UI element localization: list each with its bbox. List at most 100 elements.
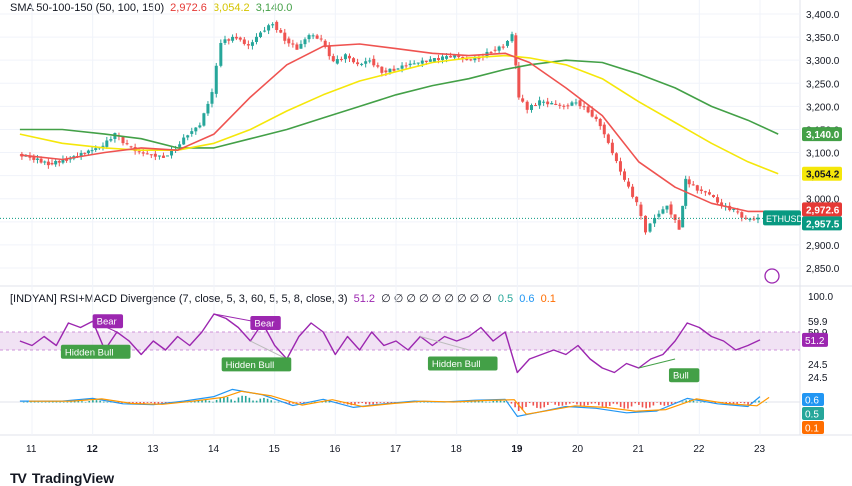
macd-histogram-bar	[503, 400, 505, 403]
candle-body	[408, 63, 412, 66]
divergence-line	[420, 336, 469, 351]
macd-histogram-bar	[550, 402, 553, 403]
macd-histogram-bar	[765, 402, 768, 403]
price-tick-label: 3,250.0	[806, 79, 840, 90]
candle-body	[178, 144, 182, 147]
candle-body	[83, 152, 87, 154]
candle-body	[165, 155, 169, 157]
price-tag: 2,972.6	[806, 205, 840, 216]
macd-histogram-bar	[252, 400, 254, 403]
macd-histogram-bar	[44, 401, 47, 403]
candle-body	[46, 161, 50, 166]
signal-label-bg	[250, 316, 281, 330]
macd-histogram-bar	[568, 402, 571, 404]
macd-histogram-bar	[73, 400, 76, 403]
candle-body	[473, 57, 477, 61]
candle-body	[695, 185, 699, 191]
sma150-legend-value: 3,140.0	[255, 2, 293, 14]
macd-histogram-bar	[361, 402, 364, 404]
candle-body	[501, 46, 505, 48]
candle-body	[546, 101, 550, 105]
candle-body	[610, 142, 614, 154]
macd-histogram-bar	[244, 395, 247, 403]
candle-body	[384, 70, 388, 73]
candle-body	[145, 153, 149, 155]
macd-histogram-bar	[488, 401, 491, 403]
candle-body	[129, 146, 133, 148]
macd-histogram-bar	[328, 401, 331, 403]
macd-histogram-bar	[521, 402, 524, 410]
macd-histogram-bar	[692, 400, 695, 403]
macd-histogram-bar	[641, 402, 644, 408]
macd-histogram-bar	[572, 402, 575, 403]
candle-body	[368, 60, 372, 62]
macd-histogram-bar	[248, 397, 251, 403]
macd-histogram-bar	[259, 398, 262, 403]
macd-histogram-bar	[565, 402, 567, 405]
macd-histogram-bar	[729, 402, 731, 405]
macd-histogram-bar	[208, 400, 211, 403]
macd-histogram-bar	[226, 397, 229, 403]
macd-histogram-bar	[263, 397, 265, 403]
candle-body	[149, 154, 153, 156]
macd-histogram-bar	[492, 400, 495, 403]
candle-body	[352, 58, 356, 63]
candle-body	[295, 44, 299, 50]
candle-body	[598, 118, 602, 127]
x-tick-label: 20	[572, 444, 584, 455]
candle-body	[606, 134, 610, 143]
macd-histogram-bar	[150, 402, 152, 403]
macd-histogram-bar	[33, 401, 36, 403]
candle-body	[529, 105, 533, 111]
candle-body	[643, 215, 647, 233]
macd-histogram-bar	[212, 401, 214, 403]
candle-body	[347, 55, 351, 59]
macd-histogram-bar	[532, 402, 535, 406]
candle-body	[505, 40, 509, 46]
macd-histogram-bar	[266, 398, 269, 403]
candle-body	[259, 32, 263, 38]
candle-body	[186, 135, 190, 138]
candle-body	[242, 39, 246, 44]
candle-body	[681, 205, 685, 228]
candle-body	[86, 150, 90, 154]
candle-body	[157, 155, 161, 157]
candle-body	[153, 153, 157, 157]
signal-label: Bear	[97, 317, 117, 328]
candle-body	[250, 42, 254, 46]
signal-label-bg	[60, 344, 131, 359]
candle-body	[711, 195, 715, 198]
rsi-line	[19, 313, 761, 374]
macd-histogram-bar	[514, 402, 516, 408]
macd-histogram-bar	[634, 402, 637, 404]
candle-body	[125, 143, 129, 145]
signal-label: Hidden Bull	[432, 359, 481, 370]
candle-body	[602, 124, 606, 135]
macd-histogram-bar	[372, 402, 374, 405]
candle-body	[635, 196, 639, 203]
candle-body	[542, 101, 546, 103]
divergence-line	[250, 340, 288, 360]
macd-histogram-bar	[743, 402, 746, 404]
candle-body	[299, 43, 303, 49]
macd-histogram-bar	[423, 401, 425, 403]
candle-body	[396, 68, 400, 70]
macd-histogram-bar	[747, 402, 749, 405]
macd-histogram-bar	[66, 401, 69, 403]
candle-body	[623, 171, 627, 180]
macd-histogram-bar	[517, 402, 520, 411]
macd-histogram-bar	[314, 401, 316, 403]
signal-label-bg	[221, 357, 292, 372]
candle-body	[756, 217, 760, 220]
macd-histogram-bar	[219, 397, 222, 403]
candle-body	[307, 35, 311, 40]
candle-body	[323, 40, 327, 46]
candle-body	[631, 186, 635, 197]
candle-body	[445, 56, 449, 59]
macd-histogram-bar	[55, 401, 58, 403]
x-tick-label: 13	[147, 444, 159, 455]
macd-histogram-bar	[576, 402, 578, 405]
macd-histogram-bar	[557, 402, 560, 406]
macd-histogram-bar	[477, 400, 480, 403]
